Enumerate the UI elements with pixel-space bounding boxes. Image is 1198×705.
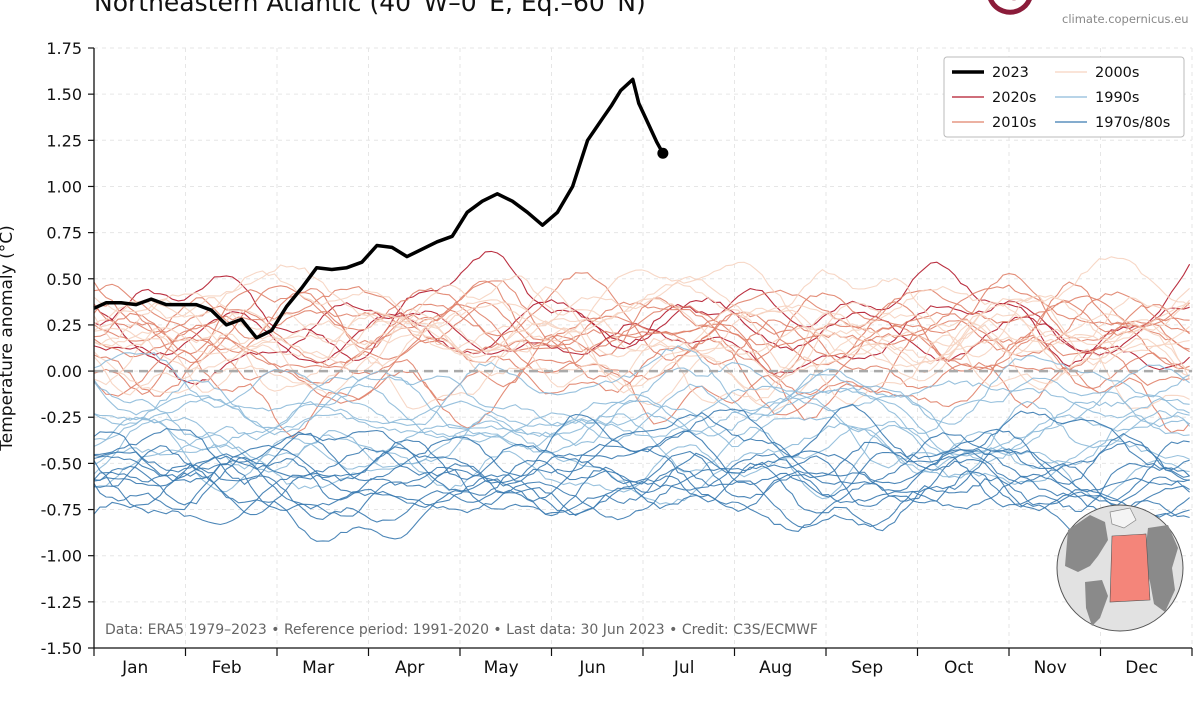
series-1970s-80s-line (93, 403, 1190, 486)
x-axis-months: Jan Feb Mar Apr May Jun Jul Aug Sep Oct Nov Dec (93, 648, 1193, 678)
month-label: Sep (851, 658, 883, 678)
month-label: Jul (673, 658, 695, 678)
series-2000s-line (93, 286, 1190, 380)
y-tick-label: 1.50 (46, 85, 82, 104)
legend-label: 1970s/80s (1095, 115, 1170, 131)
background-series (93, 250, 1191, 542)
chart-title: Northeastern Atlantic (40°W–0°E, Eq.–60°… (94, 0, 646, 17)
series-1970s-80s-line (93, 439, 1190, 506)
copernicus-logo-icon (988, 0, 1032, 15)
series-2000s-line (93, 256, 1190, 365)
y-tick-label: 0.75 (46, 224, 82, 243)
y-tick-label: 0.50 (46, 270, 82, 289)
y-tick-label: -1.50 (41, 639, 82, 658)
series-2010s-line (93, 272, 1190, 369)
month-label: Apr (395, 658, 424, 678)
legend-label: 2000s (1095, 65, 1139, 81)
series-1970s-80s-line (93, 410, 1190, 492)
month-label: Jan (121, 658, 148, 678)
y-axis-label: Temperature anomaly (°C) (0, 225, 17, 451)
y-tick-label: 0.00 (46, 362, 82, 381)
legend-label: 2023 (992, 65, 1029, 81)
series-1990s-line (93, 368, 1190, 443)
month-label: Jun (578, 658, 606, 678)
series-1970s-80s-line (93, 445, 1190, 532)
y-tick-label: 1.25 (46, 131, 82, 150)
series-2010s-line (93, 284, 1190, 358)
continent-europe-africa (1144, 525, 1178, 612)
month-label: Dec (1125, 658, 1158, 678)
series-2000s-line (93, 303, 1191, 412)
source-url: climate.copernicus.eu (1062, 12, 1189, 26)
series-1970s-80s-line (93, 455, 1190, 517)
series-2010s-line (93, 333, 1191, 439)
series-1990s-line (93, 383, 1190, 465)
legend: 2023 2020s 2010s 2000s 1990s 1970s/80s (943, 56, 1185, 138)
series-1970s-80s-line (93, 464, 1190, 529)
series-2000s-line (93, 269, 1190, 356)
series-2023-line (93, 77, 665, 340)
series-2000s-line (93, 308, 1190, 394)
series-1990s-line (93, 364, 1190, 458)
series-1990s-line (93, 420, 1190, 506)
series-2000s-line (93, 314, 1190, 406)
footer-note: Data: ERA5 1979–2023 • Reference period:… (105, 622, 818, 638)
legend-label: 2010s (992, 115, 1036, 131)
month-label: May (484, 658, 519, 678)
series-2000s-line (93, 333, 1190, 410)
series-2000s-line (93, 264, 1190, 363)
continent-north-america (1065, 515, 1108, 572)
inset-globe-map (1056, 504, 1184, 632)
series-2010s-line (93, 273, 1190, 361)
y-tick-label: -1.00 (41, 547, 82, 566)
series-1970s-80s-line (93, 444, 1190, 521)
y-tick-label: -0.50 (41, 454, 82, 473)
series-1990s-line (93, 426, 1190, 500)
month-label: Feb (212, 658, 242, 678)
y-tick-label: -0.75 (41, 501, 82, 520)
northeastern-atlantic-region (1109, 533, 1151, 603)
y-tick-label: 1.75 (46, 39, 82, 58)
y-tick-label: 0.25 (46, 316, 82, 335)
month-label: Mar (302, 658, 334, 678)
continent-south-america (1085, 580, 1108, 626)
series-2000s-line (93, 298, 1190, 372)
legend-label: 1990s (1095, 90, 1139, 106)
greenland-icon (1109, 507, 1137, 529)
series-2010s-line (93, 334, 1190, 429)
month-label: Nov (1034, 658, 1067, 678)
series-1990s-line (93, 345, 1190, 426)
series-1990s-line (93, 400, 1191, 500)
series-1970s-80s-line (93, 453, 1190, 516)
y-tick-label: -1.25 (41, 593, 82, 612)
series-2010s-line (93, 280, 1190, 378)
y-tick-label: 1.00 (46, 177, 82, 196)
series-2023 (93, 77, 669, 340)
last-data-point (657, 147, 669, 159)
legend-label: 2020s (992, 90, 1036, 106)
month-label: Aug (759, 658, 792, 678)
y-axis-ticks: 1.75 1.50 1.25 1.00 0.75 0.50 0.25 0.00 -0.25 -0.… (41, 39, 94, 658)
y-tick-label: -0.25 (41, 408, 82, 427)
month-label: Oct (944, 658, 974, 678)
